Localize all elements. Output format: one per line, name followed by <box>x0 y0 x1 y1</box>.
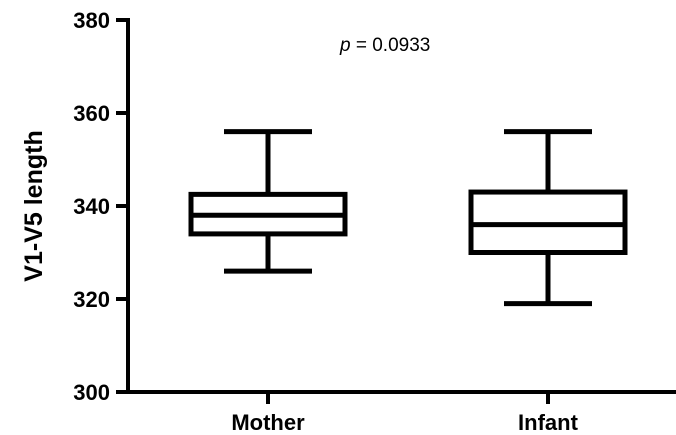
y-axis-title: V1-V5 length <box>20 130 48 281</box>
y-tick-label-340: 340 <box>73 194 110 219</box>
box-mother <box>188 129 348 274</box>
y-axis-ticks: 300 320 340 360 380 <box>73 8 128 405</box>
x-tick-label-mother: Mother <box>231 410 305 435</box>
boxes <box>188 129 628 307</box>
y-tick-label-380: 380 <box>73 8 110 33</box>
p-symbol: p <box>339 35 351 56</box>
p-value-annotation: p = 0.0933 <box>339 35 430 56</box>
y-tick-label-300: 300 <box>73 380 110 405</box>
x-tick-label-infant: Infant <box>518 410 579 435</box>
x-axis-labels: Mother Infant <box>231 392 579 435</box>
y-tick-label-360: 360 <box>73 101 110 126</box>
y-tick-label-320: 320 <box>73 287 110 312</box>
p-value-text: = 0.0933 <box>351 35 431 56</box>
box-infant <box>468 129 628 307</box>
